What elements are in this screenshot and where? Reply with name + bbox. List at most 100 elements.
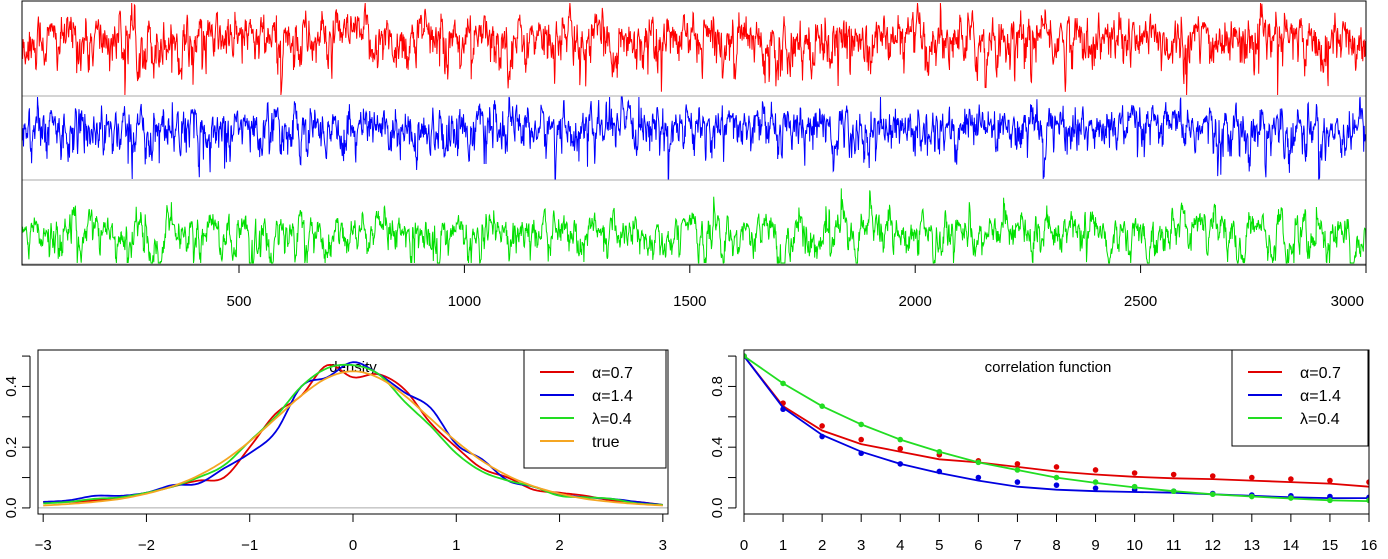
x-tick-label: 15 (1322, 537, 1339, 554)
x-tick-label: 6 (974, 537, 982, 554)
y-tick-label: 0.0 (3, 497, 20, 518)
x-tick-label: −1 (241, 537, 258, 554)
data-point (1014, 461, 1021, 467)
data-point (897, 445, 904, 452)
y-tick-label: 0.4 (3, 376, 20, 397)
data-point (1209, 473, 1216, 479)
data-point (1053, 482, 1060, 488)
y-tick-label: 0.2 (3, 437, 20, 458)
x-tick-label: 7 (1013, 537, 1021, 554)
x-tick-label: 3 (857, 537, 865, 554)
density-title: density (329, 359, 377, 376)
x-tick-label: −2 (138, 537, 155, 554)
density-panel: density −3 −2 −1 0 1 2 3 0.0 0.2 0.4 α=0.7 α=1.4 λ=0… (3, 349, 669, 554)
legend: α=0.7 α=1.4 λ=0.4 (1231, 349, 1369, 447)
data-point (858, 421, 864, 428)
data-point (1131, 483, 1138, 490)
x-tick-label: 5 (935, 537, 943, 554)
plot-box (21, 0, 1367, 266)
series-line-3 (22, 188, 1366, 265)
data-point (780, 406, 786, 413)
legend-box (1231, 349, 1369, 447)
legend-label: true (592, 434, 620, 451)
x-tick-label: 4 (896, 537, 904, 554)
data-point (1366, 479, 1369, 485)
x-tick-label: 1500 (673, 293, 706, 310)
x-tick-label: 2500 (1124, 293, 1157, 310)
data-point (819, 423, 825, 429)
data-point (1288, 495, 1294, 501)
legend-label: λ=0.4 (1300, 411, 1340, 428)
legend-label: α=0.7 (592, 365, 633, 382)
correlation-panel: correlation function 0 1 2 3 4 5 6 7 8 9 10 11 12 13 1… (709, 349, 1378, 554)
data-point (1327, 477, 1333, 484)
data-point (1249, 474, 1255, 481)
x-tick-label: 12 (1204, 537, 1221, 554)
y-tick-label: 0.8 (709, 376, 726, 397)
data-point (819, 433, 825, 440)
data-point (858, 436, 864, 443)
legend-label: α=0.7 (1300, 365, 1341, 382)
series-line-1 (744, 355, 1369, 488)
data-point (1209, 491, 1216, 498)
data-point (936, 468, 943, 475)
x-tick-label: 2000 (899, 293, 932, 310)
legend-label: α=1.4 (592, 388, 633, 405)
data-point (1288, 476, 1294, 482)
data-point (936, 448, 943, 455)
series-group (22, 2, 1366, 265)
x-tick-label: 500 (226, 293, 251, 310)
data-point (1092, 485, 1099, 491)
data-point (1249, 493, 1255, 500)
series-group (744, 353, 1369, 504)
x-tick-label: 11 (1166, 537, 1182, 554)
legend-box (523, 349, 667, 469)
series-line-4 (43, 370, 663, 507)
x-tick-label: 0 (740, 537, 748, 554)
x-tick-label: 3 (659, 537, 667, 554)
data-point (975, 459, 982, 466)
x-tick-label: 9 (1091, 537, 1099, 554)
data-point (1170, 471, 1177, 478)
data-point (780, 380, 786, 387)
x-tick-label: 2 (818, 537, 826, 554)
x-tick-label: 13 (1243, 537, 1260, 554)
series-line-1 (22, 2, 1366, 96)
x-tick-label: 10 (1126, 537, 1143, 554)
data-point (1053, 474, 1060, 481)
x-tick-label: 2 (555, 537, 563, 554)
time-series-panel: 500 1000 1500 2000 2500 3000 (21, 0, 1367, 310)
x-tick-label: −3 (35, 537, 52, 554)
data-point (1053, 464, 1060, 470)
data-point (744, 353, 747, 359)
data-point (819, 403, 825, 409)
x-tick-label: 16 (1361, 537, 1378, 554)
data-point (858, 450, 864, 457)
data-point (897, 461, 904, 467)
x-tick-label: 8 (1052, 537, 1060, 554)
data-point (1366, 497, 1369, 504)
y-tick-label: 0.0 (709, 497, 726, 518)
y-tick-label: 0.4 (709, 437, 726, 458)
data-point (897, 436, 904, 443)
x-tick-label: 3000 (1331, 293, 1364, 310)
series-line-3 (43, 363, 663, 506)
data-point (1131, 470, 1138, 476)
data-point (1170, 488, 1177, 495)
series-group (43, 361, 663, 507)
data-point (1327, 497, 1333, 504)
data-point (1014, 479, 1021, 485)
data-point (975, 474, 982, 481)
data-point (1092, 479, 1099, 485)
data-point (1014, 467, 1021, 473)
legend-label: λ=0.4 (592, 411, 632, 428)
data-point (1092, 467, 1099, 473)
legend: α=0.7 α=1.4 λ=0.4 true (523, 349, 667, 469)
legend-label: α=1.4 (1300, 388, 1341, 405)
x-tick-label: 14 (1283, 537, 1300, 554)
x-tick-label: 0 (349, 537, 357, 554)
x-tick-label: 1 (452, 537, 460, 554)
correlation-title: correlation function (985, 359, 1112, 376)
x-tick-label: 1 (779, 537, 787, 554)
